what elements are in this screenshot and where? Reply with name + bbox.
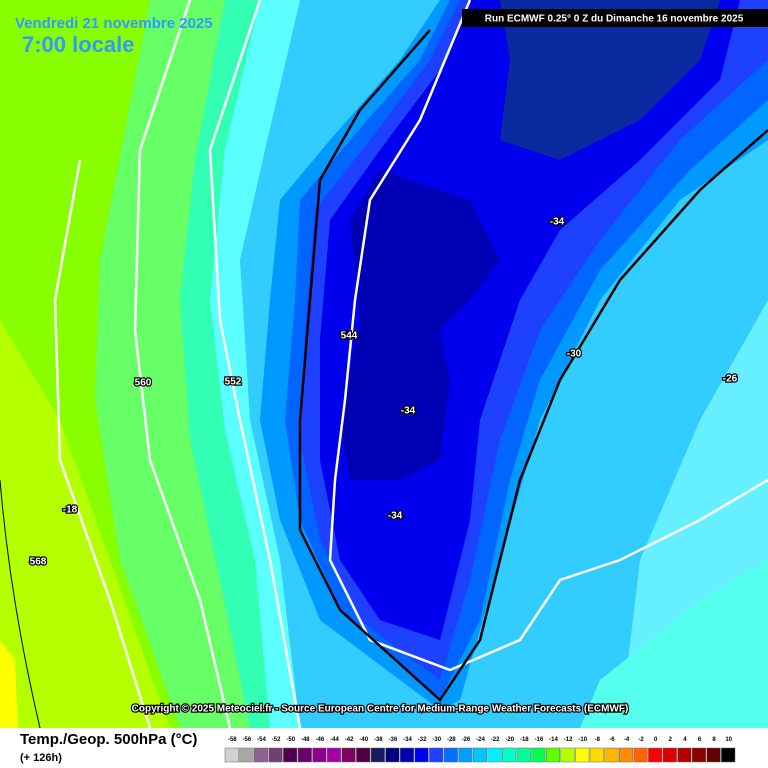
contour-label: -26 [723, 374, 738, 385]
contours [0, 0, 768, 729]
contour-label: 544 [341, 331, 358, 342]
legend-swatch [356, 747, 371, 763]
legend-label: 8 [712, 737, 716, 743]
legend-swatch [399, 747, 415, 763]
header: Vendredi 21 novembre 2025 7:00 locale Ru… [15, 9, 768, 57]
legend-swatch [268, 747, 283, 763]
legend-label: -40 [359, 737, 368, 743]
contour-label: -34 [388, 511, 403, 522]
contour-label: 560 [135, 378, 152, 389]
footer-lead: (+ 126h) [20, 752, 62, 764]
legend-swatch [575, 747, 590, 763]
legend-swatch [589, 747, 604, 763]
legend-label: 2 [669, 737, 673, 743]
legend-label: 6 [698, 737, 702, 743]
legend-swatch [662, 747, 677, 763]
contour-label: 552 [225, 377, 242, 388]
legend-label: -46 [316, 737, 325, 743]
legend-label: -26 [462, 737, 471, 743]
legend-label: -42 [345, 737, 354, 743]
legend-swatch [472, 747, 488, 763]
legend-label: -18 [520, 737, 529, 743]
legend-label: -52 [272, 737, 281, 743]
legend-label: -44 [330, 737, 339, 743]
legend-label: -10 [578, 737, 587, 743]
legend-swatch [283, 747, 298, 763]
contour-label: -30 [567, 349, 582, 360]
legend-swatch [648, 747, 663, 763]
legend-label: -30 [432, 737, 441, 743]
legend-swatch [531, 747, 546, 763]
legend-swatch [370, 747, 385, 763]
legend-swatch [224, 747, 239, 763]
legend-swatch [414, 747, 429, 763]
legend-label: -2 [638, 737, 644, 743]
legend-swatch [721, 747, 736, 763]
field [0, 0, 768, 728]
legend-swatch [487, 747, 502, 763]
time: 7:00 locale [22, 32, 135, 57]
copyright: Copyright © 2025 Meteociel.fr - Source E… [132, 704, 629, 715]
legend-label: -16 [535, 737, 544, 743]
legend-swatch [618, 747, 634, 763]
legend-label: -36 [389, 737, 398, 743]
legend-label: -8 [595, 737, 601, 743]
legend-label: -56 [243, 737, 252, 743]
color-legend: -58 -56 -54 -52 -50 -48 -46 -44 -42 -40 -38 -36 -34-… [224, 737, 736, 763]
legend-label: -24 [476, 737, 485, 743]
legend-swatch [545, 747, 561, 763]
legend-swatch [341, 747, 356, 763]
legend-swatch [633, 747, 648, 763]
run-info: Run ECMWF 0.25° 0 Z du Dimanche 16 novem… [485, 14, 744, 25]
legend-swatch [604, 747, 619, 763]
legend-label: -28 [447, 737, 456, 743]
legend-swatch [297, 747, 312, 763]
legend-swatch [458, 747, 473, 763]
legend-label: -54 [257, 737, 266, 743]
legend-label: -58 [228, 737, 237, 743]
legend-label: -22 [491, 737, 500, 743]
run-box [462, 9, 768, 27]
legend-swatch [312, 747, 327, 763]
legend-label: 10 [725, 737, 732, 743]
legend-swatch [239, 747, 254, 763]
legend-label: -14 [549, 737, 558, 743]
legend-swatch [429, 747, 444, 763]
legend-label: 4 [683, 737, 687, 743]
legend-swatch [677, 747, 692, 763]
contour-label: -18 [63, 505, 78, 516]
legend-label: -6 [609, 737, 615, 743]
legend-label: -4 [624, 737, 630, 743]
legend-swatch [516, 747, 531, 763]
contour-label: -34 [550, 217, 565, 228]
legend-label: -34 [403, 737, 412, 743]
footer-title: Temp./Geop. 500hPa (°C) [20, 731, 197, 748]
legend-label: -38 [374, 737, 383, 743]
legend-label: 0 [654, 737, 658, 743]
legend-label: -32 [418, 737, 427, 743]
contour-label: 568 [30, 557, 47, 568]
legend-label: -48 [301, 737, 310, 743]
legend-swatch [443, 747, 458, 763]
legend-label: -12 [564, 737, 573, 743]
legend-swatch [691, 747, 707, 763]
map-labels: -34 -30 -26 544 -34 560 552 -34 -18 568 [28, 215, 739, 569]
date: Vendredi 21 novembre 2025 [15, 15, 213, 32]
legend-swatch [253, 747, 269, 763]
legend-swatch [706, 747, 721, 763]
legend-swatch [385, 747, 400, 763]
contour-label: -34 [401, 406, 416, 417]
legend-label: -50 [286, 737, 295, 743]
legend-swatch [560, 747, 575, 763]
legend-swatch [502, 747, 517, 763]
legend-swatch [326, 747, 342, 763]
legend-label: -20 [505, 737, 514, 743]
